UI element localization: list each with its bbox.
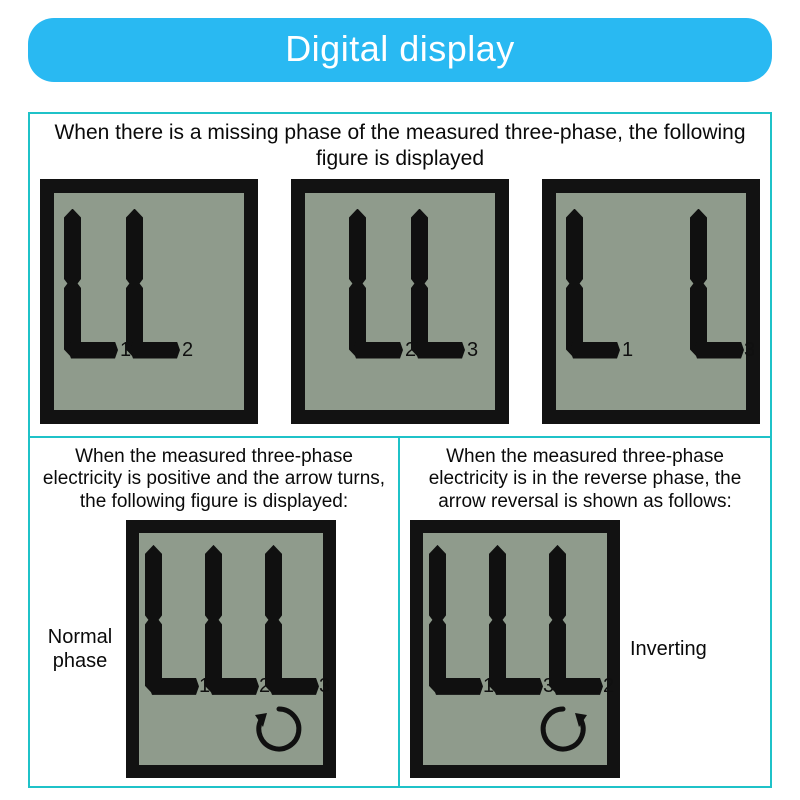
seg-L3 — [489, 545, 545, 695]
arrow-cw-icon — [253, 703, 305, 755]
seg-L2 — [205, 545, 261, 695]
lcd-row-1: 1 2 2 3 — [40, 179, 760, 424]
sub-2: 2 — [182, 339, 193, 362]
page-root: Digital display When there is a missing … — [0, 0, 800, 800]
cell-body-normal: Normal phase 1 2 3 — [40, 520, 388, 778]
seg-L2 — [349, 209, 405, 359]
lcd-missing-l3: 1 2 — [40, 179, 258, 424]
seg-L3 — [411, 209, 467, 359]
cell-normal: When the measured three-phase electricit… — [30, 438, 400, 786]
sub-2: 2 — [603, 675, 614, 698]
caption-normal: When the measured three-phase electricit… — [40, 446, 388, 514]
label-normal: Normal phase — [40, 625, 120, 673]
seg-L3 — [690, 209, 746, 359]
seg-L1 — [64, 209, 120, 359]
sub-3: 3 — [319, 675, 330, 698]
seg-L1 — [566, 209, 622, 359]
seg-L2 — [126, 209, 182, 359]
cell-inverting: When the measured three-phase electricit… — [400, 438, 770, 786]
seg-L1 — [145, 545, 201, 695]
row1-caption: When there is a missing phase of the mea… — [40, 120, 760, 173]
lcd-inverting: 1 3 2 — [410, 520, 620, 778]
sub-3: 3 — [467, 339, 478, 362]
lcd-normal: 1 2 3 — [126, 520, 336, 778]
seg-L3 — [265, 545, 321, 695]
arrow-ccw-icon — [537, 703, 589, 755]
lcd-missing-l2: 1 3 — [542, 179, 760, 424]
lcd-missing-l1: 2 3 — [291, 179, 509, 424]
label-inverting: Inverting — [626, 637, 716, 661]
cell-body-inverting: 1 3 2 Inverting — [410, 520, 760, 778]
sub-1: 1 — [622, 339, 633, 362]
page-title: Digital display — [28, 18, 772, 82]
seg-L2 — [549, 545, 605, 695]
caption-inverting: When the measured three-phase electricit… — [410, 446, 760, 514]
row-direction: When the measured three-phase electricit… — [30, 438, 770, 786]
sub-3: 3 — [744, 339, 755, 362]
seg-L1 — [429, 545, 485, 695]
row-missing-phase: When there is a missing phase of the mea… — [30, 114, 770, 438]
grid-container: When there is a missing phase of the mea… — [28, 112, 772, 788]
